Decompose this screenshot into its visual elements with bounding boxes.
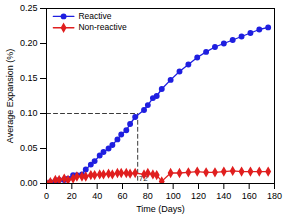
svg-text:180: 180 <box>267 191 282 201</box>
svg-text:Non-reactive: Non-reactive <box>78 22 126 32</box>
svg-text:20: 20 <box>67 191 77 201</box>
svg-text:Time (Days): Time (Days) <box>136 204 185 214</box>
svg-text:0.15: 0.15 <box>20 73 38 83</box>
svg-text:72: 72 <box>138 174 148 184</box>
svg-text:140: 140 <box>216 191 231 201</box>
svg-text:Average Expansion (%): Average Expansion (%) <box>5 49 15 143</box>
svg-text:80: 80 <box>143 191 153 201</box>
svg-text:0.25: 0.25 <box>20 3 38 13</box>
svg-text:Reactive: Reactive <box>78 11 111 21</box>
svg-text:0.05: 0.05 <box>20 143 38 153</box>
svg-text:60: 60 <box>117 191 127 201</box>
svg-text:0.20: 0.20 <box>20 38 38 48</box>
svg-text:0: 0 <box>44 191 49 201</box>
svg-text:120: 120 <box>191 191 206 201</box>
svg-text:0.10: 0.10 <box>20 108 38 118</box>
svg-text:0.00: 0.00 <box>20 178 38 188</box>
svg-text:100: 100 <box>166 191 181 201</box>
svg-text:40: 40 <box>92 191 102 201</box>
svg-text:160: 160 <box>242 191 257 201</box>
